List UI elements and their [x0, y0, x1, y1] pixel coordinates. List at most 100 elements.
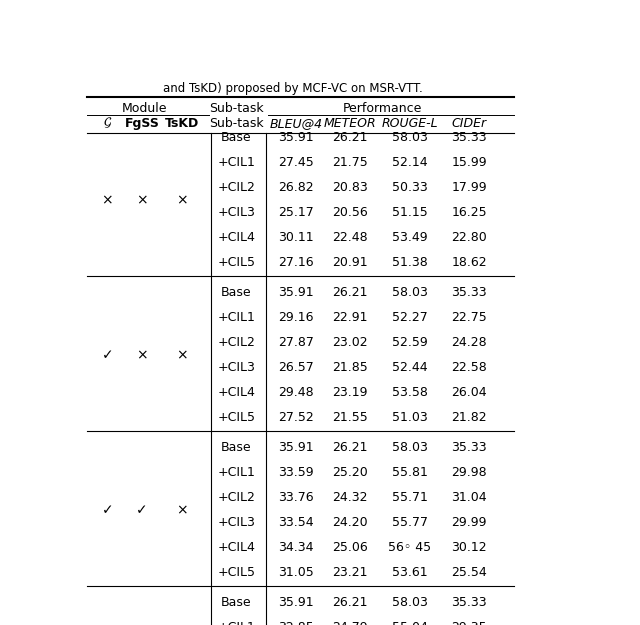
Text: 25.54: 25.54 — [451, 566, 487, 579]
Text: 23.21: 23.21 — [333, 566, 368, 579]
Text: 24.28: 24.28 — [452, 336, 487, 349]
Text: 29.35: 29.35 — [452, 621, 487, 625]
Text: 26.04: 26.04 — [452, 386, 487, 399]
Text: Sub-task: Sub-task — [209, 102, 264, 115]
Text: 20.91: 20.91 — [333, 256, 368, 269]
Text: 55.77: 55.77 — [392, 516, 428, 529]
Text: 20.56: 20.56 — [332, 206, 368, 219]
Text: 33.54: 33.54 — [278, 516, 314, 529]
Text: +CIL1: +CIL1 — [218, 156, 255, 169]
Text: 23.02: 23.02 — [333, 336, 368, 349]
Text: 15.99: 15.99 — [452, 156, 487, 169]
Text: +CIL5: +CIL5 — [217, 256, 255, 269]
Text: Module: Module — [122, 102, 167, 115]
Text: 52.59: 52.59 — [392, 336, 428, 349]
Text: TsKD: TsKD — [164, 117, 199, 129]
Text: 35.33: 35.33 — [452, 441, 487, 454]
Text: 52.44: 52.44 — [392, 361, 428, 374]
Text: BLEU@4: BLEU@4 — [269, 117, 323, 129]
Text: 22.58: 22.58 — [451, 361, 487, 374]
Text: 22.91: 22.91 — [333, 311, 368, 324]
Text: 26.21: 26.21 — [333, 131, 368, 144]
Text: 17.99: 17.99 — [452, 181, 487, 194]
Text: +CIL2: +CIL2 — [218, 336, 255, 349]
Text: 29.48: 29.48 — [278, 386, 314, 399]
Text: 24.79: 24.79 — [333, 621, 368, 625]
Text: ×: × — [176, 503, 188, 517]
Text: 33.59: 33.59 — [278, 466, 314, 479]
Text: ✓: ✓ — [102, 348, 113, 362]
Text: 30.11: 30.11 — [278, 231, 314, 244]
Text: 27.16: 27.16 — [278, 256, 314, 269]
Text: 31.05: 31.05 — [278, 566, 314, 579]
Text: 55.81: 55.81 — [392, 466, 428, 479]
Text: and TsKD) proposed by MCF-VC on MSR-VTT.: and TsKD) proposed by MCF-VC on MSR-VTT. — [163, 82, 423, 95]
Text: 35.91: 35.91 — [278, 441, 314, 454]
Text: ×: × — [102, 193, 113, 207]
Text: 26.21: 26.21 — [333, 441, 368, 454]
Text: 29.16: 29.16 — [278, 311, 314, 324]
Text: 35.33: 35.33 — [452, 131, 487, 144]
Text: ×: × — [136, 193, 148, 207]
Text: 35.33: 35.33 — [452, 286, 487, 299]
Text: 31.04: 31.04 — [452, 491, 487, 504]
Text: ×: × — [176, 193, 188, 207]
Text: +CIL3: +CIL3 — [218, 206, 255, 219]
Text: 33.76: 33.76 — [278, 491, 314, 504]
Text: 52.14: 52.14 — [392, 156, 428, 169]
Text: +CIL4: +CIL4 — [218, 386, 255, 399]
Text: 53.61: 53.61 — [392, 566, 428, 579]
Text: 25.20: 25.20 — [332, 466, 368, 479]
Text: +CIL4: +CIL4 — [218, 231, 255, 244]
Text: 25.17: 25.17 — [278, 206, 314, 219]
Text: +CIL5: +CIL5 — [217, 566, 255, 579]
Text: 21.55: 21.55 — [332, 411, 368, 424]
Text: 29.99: 29.99 — [452, 516, 487, 529]
Text: +CIL3: +CIL3 — [218, 361, 255, 374]
Text: $\mathcal{G}$: $\mathcal{G}$ — [102, 116, 112, 131]
Text: 55.71: 55.71 — [392, 491, 428, 504]
Text: Base: Base — [221, 596, 252, 609]
Text: 24.20: 24.20 — [333, 516, 368, 529]
Text: 56◦ 45: 56◦ 45 — [388, 541, 431, 554]
Text: +CIL2: +CIL2 — [218, 491, 255, 504]
Text: 22.80: 22.80 — [451, 231, 487, 244]
Text: 24.32: 24.32 — [333, 491, 368, 504]
Text: 22.48: 22.48 — [333, 231, 368, 244]
Text: +CIL4: +CIL4 — [218, 541, 255, 554]
Text: METEOR: METEOR — [324, 117, 376, 129]
Text: ×: × — [176, 348, 188, 362]
Text: 27.52: 27.52 — [278, 411, 314, 424]
Text: 58.03: 58.03 — [392, 131, 428, 144]
Text: 26.57: 26.57 — [278, 361, 314, 374]
Text: 26.21: 26.21 — [333, 286, 368, 299]
Text: 20.83: 20.83 — [332, 181, 368, 194]
Text: 58.03: 58.03 — [392, 596, 428, 609]
Text: ×: × — [136, 348, 148, 362]
Text: Base: Base — [221, 131, 252, 144]
Text: 53.58: 53.58 — [392, 386, 428, 399]
Text: 25.06: 25.06 — [332, 541, 368, 554]
Text: +CIL5: +CIL5 — [217, 411, 255, 424]
Text: ROUGE-L: ROUGE-L — [381, 117, 438, 129]
Text: 34.34: 34.34 — [278, 541, 314, 554]
Text: +CIL2: +CIL2 — [218, 181, 255, 194]
Text: Sub-task: Sub-task — [209, 117, 264, 129]
Text: ✓: ✓ — [102, 503, 113, 517]
Text: +CIL1: +CIL1 — [218, 466, 255, 479]
Text: 21.75: 21.75 — [332, 156, 368, 169]
Text: 27.87: 27.87 — [278, 336, 314, 349]
Text: 26.21: 26.21 — [333, 596, 368, 609]
Text: +CIL1: +CIL1 — [218, 311, 255, 324]
Text: 58.03: 58.03 — [392, 286, 428, 299]
Text: 27.45: 27.45 — [278, 156, 314, 169]
Text: Base: Base — [221, 286, 252, 299]
Text: Base: Base — [221, 441, 252, 454]
Text: 35.91: 35.91 — [278, 286, 314, 299]
Text: 23.19: 23.19 — [333, 386, 368, 399]
Text: 51.38: 51.38 — [392, 256, 428, 269]
Text: 52.27: 52.27 — [392, 311, 428, 324]
Text: 51.03: 51.03 — [392, 411, 428, 424]
Text: FgSS: FgSS — [125, 117, 159, 129]
Text: 32.85: 32.85 — [278, 621, 314, 625]
